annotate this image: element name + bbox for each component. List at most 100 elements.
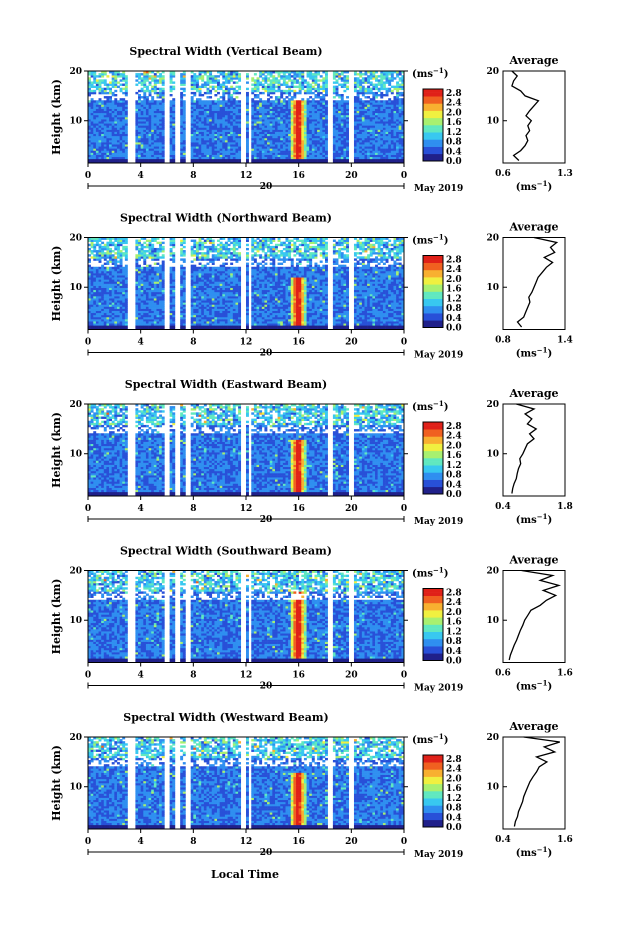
heatmap-cell (204, 157, 207, 159)
heatmap-cell (191, 159, 194, 161)
heatmap-cell (307, 115, 310, 117)
colorbar-segment (423, 89, 443, 93)
heatmap-cell (233, 115, 236, 117)
heatmap-cell (299, 125, 302, 127)
heatmap-cell (112, 136, 115, 138)
heatmap-cell (399, 119, 402, 121)
heatmap-cell (196, 142, 199, 144)
heatmap-cell (280, 115, 283, 117)
heatmap-cell (120, 240, 123, 242)
heatmap-cell (283, 155, 286, 157)
heatmap-cell (146, 140, 149, 142)
heatmap-cell (307, 102, 310, 104)
heatmap-cell (299, 113, 302, 115)
heatmap-cell (96, 146, 99, 148)
heatmap-cell (257, 94, 260, 96)
heatmap-cell (325, 107, 328, 109)
heatmap-cell (386, 115, 389, 117)
heatmap-cell (299, 84, 302, 86)
heatmap-cell (101, 317, 104, 319)
heatmap-cell (156, 102, 159, 104)
heatmap-cell (138, 277, 141, 279)
heatmap-cell (228, 150, 231, 152)
heatmap-cell (228, 140, 231, 142)
heatmap-cell (138, 265, 141, 267)
heatmap-cell (149, 317, 152, 319)
heatmap-cell (141, 155, 144, 157)
heatmap-cell (264, 132, 267, 134)
heatmap-cell (222, 86, 225, 88)
heatmap-cell (106, 92, 109, 94)
heatmap-cell (109, 298, 112, 300)
heatmap-cell (106, 86, 109, 88)
heatmap-cell (149, 296, 152, 298)
heatmap-cell (122, 132, 125, 134)
heatmap-cell (106, 119, 109, 121)
heatmap-cell (270, 111, 273, 113)
heatmap-cell (246, 148, 249, 150)
heatmap-cell (370, 100, 373, 102)
heatmap-cell (267, 79, 270, 81)
heatmap-cell (106, 136, 109, 138)
heatmap-cell (220, 123, 223, 125)
heatmap-cell (109, 279, 112, 281)
heatmap-cell (246, 150, 249, 152)
heatmap-cell (117, 117, 120, 119)
heatmap-cell (99, 102, 102, 104)
heatmap-cell (291, 134, 294, 136)
heatmap-cell (156, 150, 159, 152)
heatmap-cell (359, 155, 362, 157)
heatmap-cell (278, 81, 281, 83)
heatmap-cell (380, 140, 383, 142)
heatmap-cell (238, 146, 241, 148)
heatmap-cell (149, 273, 152, 275)
heatmap-cell (309, 123, 312, 125)
heatmap-cell (125, 119, 128, 121)
heatmap-cell (246, 155, 249, 157)
heatmap-cell (96, 254, 99, 256)
heatmap-cell (183, 77, 186, 79)
heatmap-cell (114, 252, 117, 254)
heatmap-cell (251, 121, 254, 123)
heatmap-cell (238, 136, 241, 138)
heatmap-cell (309, 86, 312, 88)
heatmap-cell (199, 111, 202, 113)
heatmap-cell (101, 298, 104, 300)
heatmap-cell (222, 90, 225, 92)
heatmap-cell (170, 134, 173, 136)
heatmap-cell (159, 73, 162, 75)
heatmap-cell (196, 132, 199, 134)
heatmap-cell (264, 153, 267, 155)
heatmap-cell (370, 115, 373, 117)
heatmap-cell (214, 77, 217, 79)
heatmap-cell (146, 144, 149, 146)
heatmap-cell (159, 113, 162, 115)
heatmap-cell (314, 127, 317, 129)
heatmap-cell (370, 111, 373, 113)
heatmap-cell (180, 115, 183, 117)
heatmap-cell (238, 153, 241, 155)
heatmap-cell (96, 136, 99, 138)
heatmap-cell (275, 159, 278, 161)
heatmap-cell (375, 130, 378, 132)
heatmap-cell (225, 102, 228, 104)
heatmap-cell (391, 109, 394, 111)
heatmap-cell (99, 267, 102, 269)
heatmap-cell (388, 102, 391, 104)
heatmap-cell (151, 157, 154, 159)
heatmap-cell (201, 104, 204, 106)
heatmap-cell (283, 144, 286, 146)
heatmap-cell (396, 121, 399, 123)
heatmap-cell (288, 125, 291, 127)
heatmap-cell (117, 302, 120, 304)
average-y-tick-label: 20 (486, 67, 499, 77)
heatmap-cell (109, 261, 112, 263)
heatmap-cell (283, 113, 286, 115)
heatmap-cell (343, 79, 346, 81)
heatmap-cell (365, 138, 368, 140)
heatmap-cell (365, 90, 368, 92)
heatmap-cell (299, 75, 302, 77)
heatmap-cell (209, 73, 212, 75)
heatmap-cell (180, 125, 183, 127)
heatmap-cell (156, 130, 159, 132)
